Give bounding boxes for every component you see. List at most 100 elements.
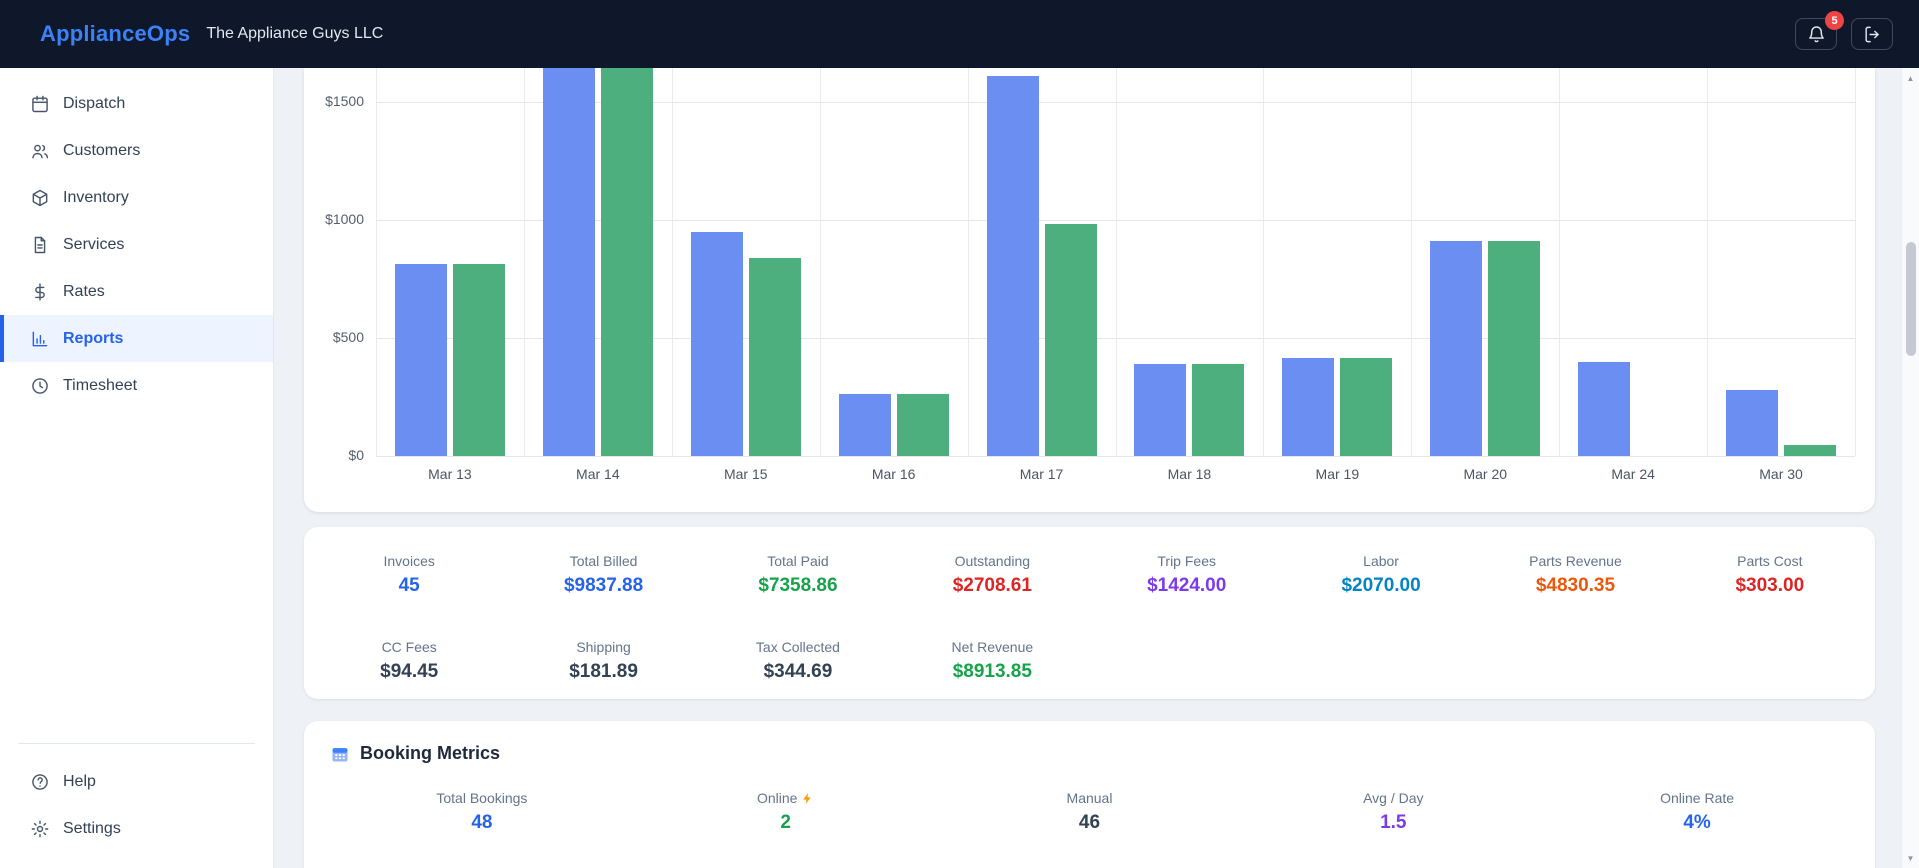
financial-stat-invoices: Invoices 45 [312,553,506,597]
financial-stat-labor: Labor $2070.00 [1284,553,1478,597]
gridline [523,68,525,456]
gridline [819,68,821,456]
stat-label: Total Paid [767,553,829,569]
sidebar-item-rates[interactable]: Rates [0,268,273,315]
chart-bar-blue-mar-17 [986,76,1039,456]
notification-badge: 5 [1825,11,1844,30]
sidebar-item-timesheet[interactable]: Timesheet [0,362,273,409]
stat-value: $2070.00 [1341,575,1421,596]
scrollbar[interactable]: ▲ ▼ [1901,68,1919,868]
y-axis-tick: $500 [332,329,364,345]
x-axis-tick: Mar 24 [1611,466,1655,482]
stat-label: Shipping [576,639,631,655]
sidebar-item-services[interactable]: Services [0,221,273,268]
x-axis-tick: Mar 16 [871,466,916,482]
y-axis-tick: $1500 [325,93,364,109]
booking-stat-online-rate: Online Rate 4% [1545,790,1849,834]
sidebar-item-label: Rates [63,282,105,300]
chart-bar-green-mar-15 [748,257,801,456]
gridline [1855,68,1856,456]
help-icon [30,772,50,792]
calendar-emoji-icon [330,744,350,764]
scrollbar-thumb[interactable] [1906,242,1916,356]
financial-stat-cc-fees: CC Fees $94.45 [312,639,506,683]
notifications-button[interactable]: 5 [1795,11,1844,50]
chart-bar-blue-mar-13 [394,263,447,456]
sidebar-item-label: Timesheet [63,376,138,394]
stat-value: $344.69 [763,661,833,682]
booking-metrics-header: Booking Metrics [330,743,1849,764]
chart-bar-blue-mar-18 [1134,363,1187,456]
booking-stat-avg-day: Avg / Day 1.5 [1241,790,1545,834]
document-icon [30,235,50,255]
sidebar-item-settings[interactable]: Settings [0,805,273,852]
financial-stat-parts-revenue: Parts Revenue $4830.35 [1478,553,1672,597]
sidebar-item-label: Reports [63,329,124,347]
financial-stat-parts-cost: Parts Cost $303.00 [1673,553,1867,597]
sidebar-item-help[interactable]: Help [0,758,273,805]
x-axis-tick: Mar 13 [428,466,472,482]
stat-label: Outstanding [954,553,1031,569]
chart-bar-green-mar-16 [896,394,949,456]
sidebar-item-reports[interactable]: Reports [0,315,273,362]
scroll-up-arrow[interactable]: ▲ [1906,73,1915,83]
x-axis-tick: Mar 20 [1463,466,1508,482]
booking-stat-manual: Manual 46 [938,790,1242,834]
gridline [1115,68,1117,456]
sidebar-item-customers[interactable]: Customers [0,127,273,174]
x-axis-tick: Mar 18 [1167,466,1212,482]
booking-metrics-card: Booking Metrics Total Bookings 48 Online 2… [304,721,1875,868]
stat-value: $2708.61 [952,575,1032,596]
sidebar-item-label: Services [63,235,125,253]
app-logo[interactable]: ApplianceOps [40,21,191,46]
chart-bar-green-mar-30 [1784,445,1837,456]
stat-value: $1424.00 [1147,575,1227,596]
chart-bar-blue-mar-16 [838,394,891,456]
gear-icon [30,819,50,839]
stat-label: Trip Fees [1157,553,1216,569]
booking-metrics-grid: Total Bookings 48 Online 2 Manual 46 Avg / Da… [330,790,1849,834]
stat-label: Invoices [383,553,435,569]
stat-label: Parts Cost [1737,553,1803,569]
gridline [967,68,969,456]
gridline [1707,68,1709,456]
sidebar-item-inventory[interactable]: Inventory [0,174,273,221]
stat-value: 2 [780,812,791,833]
gridline [1263,68,1265,456]
logout-button[interactable] [1851,18,1893,50]
sidebar: Dispatch Customers Inventory Services Rates R… [0,68,274,868]
booking-stat-total-bookings: Total Bookings 48 [330,790,634,834]
financial-stat-outstanding: Outstanding $2708.61 [895,553,1089,597]
financial-stat-tax-collected: Tax Collected $344.69 [701,639,895,683]
scroll-down-arrow[interactable]: ▼ [1906,853,1915,863]
sidebar-footer-nav: Help Settings [0,758,273,852]
gridline [1559,68,1561,456]
stat-label: Online Rate [1660,790,1735,806]
clock-icon [30,376,50,396]
chart-icon [30,329,50,349]
chart-bar-blue-mar-19 [1282,358,1335,456]
financial-stat-trip-fees: Trip Fees $1424.00 [1090,553,1284,597]
lightning-icon [803,792,812,804]
chart-bar-blue-mar-14 [542,68,595,456]
sidebar-item-label: Help [63,772,96,790]
chart-bar-blue-mar-15 [690,231,743,456]
chart-bar-green-mar-17 [1044,223,1097,456]
sidebar-item-dispatch[interactable]: Dispatch [0,80,273,127]
stat-label: Total Billed [569,553,638,569]
stat-value: 48 [471,812,493,833]
main-content: $0 $500 $1000 $1500 Mar 13 Mar 14 Mar 15 Mar 16… [274,68,1901,868]
stat-value: $181.89 [569,661,638,682]
topbar-actions: 5 [1795,11,1893,50]
stat-value: 46 [1078,812,1101,833]
gridline [376,68,377,456]
booking-metrics-title: Booking Metrics [360,743,501,763]
chart-bar-blue-mar-20 [1430,240,1483,456]
stat-label: Avg / Day [1363,790,1424,806]
stat-value: 45 [398,575,420,596]
logout-icon [1863,25,1882,44]
gridline [376,456,1855,457]
stat-label: Net Revenue [951,639,1034,655]
financial-stat-net-revenue: Net Revenue $8913.85 [895,639,1089,683]
stat-value: 4% [1683,812,1711,833]
